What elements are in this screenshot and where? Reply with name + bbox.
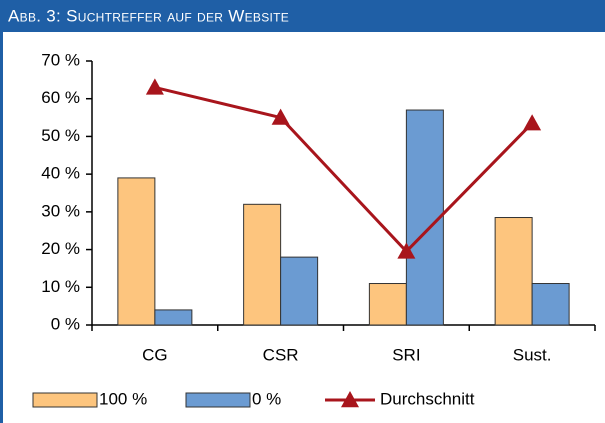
y-tick-label: 30 %	[41, 201, 80, 220]
y-tick-label: 50 %	[41, 126, 80, 145]
legend-swatch	[32, 392, 98, 408]
x-tick-label: Sust.	[513, 345, 552, 364]
x-tick-label: CG	[142, 345, 168, 364]
y-tick-label: 10 %	[41, 277, 80, 296]
marker	[397, 242, 416, 259]
marker	[523, 114, 542, 131]
legend-label: 100 %	[99, 389, 147, 408]
legend-marker	[341, 391, 359, 408]
legend-swatch	[185, 392, 251, 408]
legend-label: 0 %	[252, 389, 281, 408]
bar	[243, 203, 282, 326]
title-bar	[0, 0, 605, 32]
bar	[280, 256, 319, 326]
bar	[117, 177, 156, 326]
bar	[405, 109, 444, 326]
chart-title: Abb. 3: Suchtreffer auf der Website	[8, 6, 289, 25]
y-tick-label: 60 %	[41, 88, 80, 107]
x-tick-label: SRI	[392, 345, 420, 364]
legend-label: Durchschnitt	[380, 389, 475, 408]
marker	[271, 108, 290, 125]
bar	[154, 309, 193, 326]
bar	[531, 283, 570, 326]
y-tick-label: 0 %	[51, 314, 80, 333]
line	[154, 85, 534, 254]
bar	[368, 283, 407, 326]
y-tick-label: 70 %	[41, 50, 80, 69]
y-tick-label: 20 %	[41, 239, 80, 258]
left-border	[0, 32, 3, 423]
x-tick-label: CSR	[263, 345, 299, 364]
marker	[145, 78, 164, 95]
y-tick-label: 40 %	[41, 164, 80, 183]
bar	[494, 217, 533, 326]
